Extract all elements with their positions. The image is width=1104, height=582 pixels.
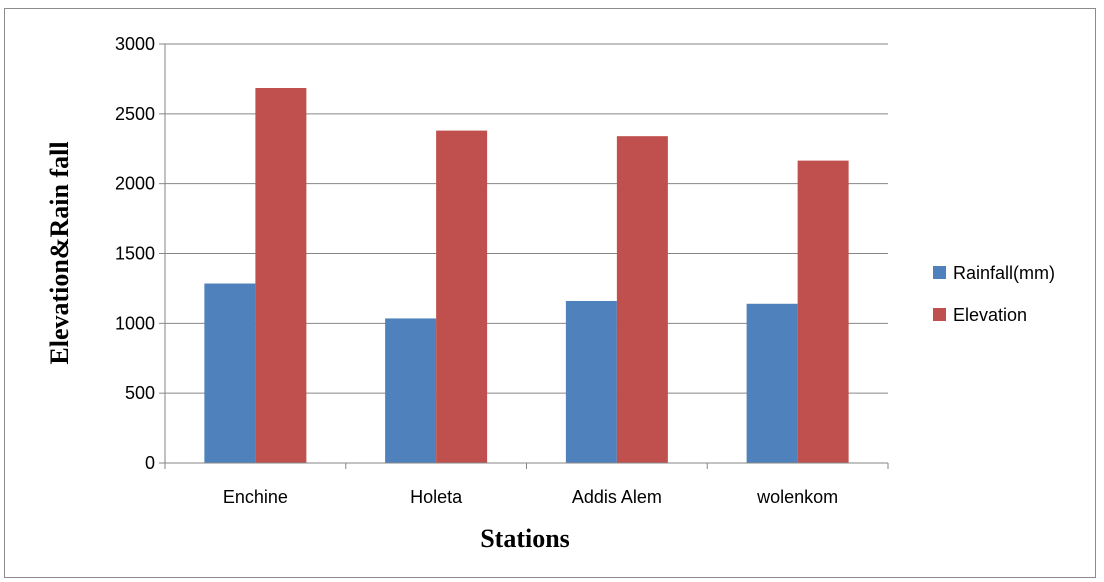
bar-rainfall-mm-2 xyxy=(565,300,617,463)
bar-elevation-3 xyxy=(797,160,849,463)
x-axis-title: Stations xyxy=(480,524,570,553)
chart-frame xyxy=(4,8,1096,578)
bar-rainfall-mm-3 xyxy=(746,303,798,463)
y-tick-label: 1500 xyxy=(115,244,155,264)
legend-label: Rainfall(mm) xyxy=(953,263,1055,283)
y-tick-label: 2500 xyxy=(115,104,155,124)
y-tick-label: 1000 xyxy=(115,313,155,333)
y-tick-label: 3000 xyxy=(115,34,155,54)
x-tick-label: wolenkom xyxy=(756,487,838,507)
y-tick-labels: 0 500 1000 1500 2000 2500 3000 xyxy=(115,34,155,473)
legend: Rainfall(mm) Elevation xyxy=(933,263,1055,325)
bar-elevation-0 xyxy=(255,87,307,464)
x-tick-label: Holeta xyxy=(410,487,463,507)
bars xyxy=(204,87,849,464)
legend-swatch xyxy=(933,308,946,321)
legend-label: Elevation xyxy=(953,305,1027,325)
legend-swatch xyxy=(933,266,946,279)
bar-elevation-1 xyxy=(436,130,488,464)
bar-rainfall-mm-0 xyxy=(204,283,256,463)
x-tick-label: Enchine xyxy=(223,487,288,507)
y-axis-title: Elevation&Rain fall xyxy=(45,141,74,364)
bar-rainfall-mm-1 xyxy=(385,318,437,463)
axes xyxy=(159,43,889,469)
y-tick-label: 500 xyxy=(125,383,155,403)
bar-elevation-2 xyxy=(616,136,668,463)
y-tick-label: 0 xyxy=(145,453,155,473)
x-tick-labels: Enchine Holeta Addis Alem wolenkom xyxy=(223,487,838,507)
y-tick-label: 2000 xyxy=(115,174,155,194)
x-tick-label: Addis Alem xyxy=(572,487,662,507)
